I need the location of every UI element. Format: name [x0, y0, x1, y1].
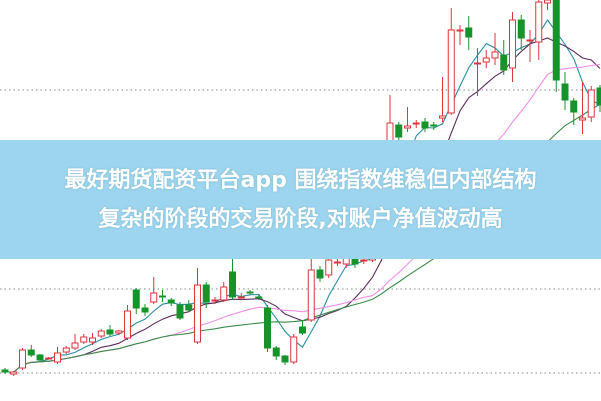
candle-down — [517, 19, 525, 39]
candle-up — [115, 330, 123, 334]
candle-down — [202, 284, 210, 303]
candle-up — [80, 336, 88, 343]
ma5-line — [5, 19, 601, 373]
candle-up — [439, 115, 446, 119]
candle-up — [220, 286, 228, 301]
candle-up — [404, 125, 411, 129]
candle-up — [89, 337, 96, 343]
candle-down — [299, 326, 306, 334]
candle-down — [27, 349, 35, 356]
candle-up — [579, 117, 586, 121]
candle-up — [447, 29, 455, 114]
candle-up — [124, 310, 131, 339]
candle-up — [491, 51, 499, 59]
candle-up — [474, 62, 481, 65]
candle-down — [264, 307, 271, 349]
candle-up — [194, 284, 201, 343]
banner-title-line-2: 复杂的阶段的交易阶段,对账户净值波动高 — [98, 206, 503, 232]
title-banner: 最好期货配资平台app 围绕指数维稳但内部结构 复杂的阶段的交易阶段,对账户净值… — [0, 140, 601, 259]
candle-down — [552, 0, 560, 81]
candle-down — [570, 100, 578, 113]
candle-down — [36, 354, 44, 361]
candle-down — [246, 291, 254, 294]
candle-down — [316, 269, 324, 279]
candle-down — [255, 296, 263, 299]
candle-down — [132, 289, 140, 309]
candle-up — [544, 0, 551, 4]
candle-up — [325, 259, 333, 276]
candle-down — [561, 83, 569, 101]
candle-down — [395, 124, 403, 138]
candle-down — [141, 307, 149, 313]
candle-down — [229, 271, 236, 298]
candle-up — [97, 330, 105, 337]
candle-up — [526, 39, 534, 42]
candle-up — [150, 292, 158, 303]
candle-up — [62, 347, 70, 353]
candle-up — [509, 19, 516, 69]
candle-up — [412, 122, 420, 125]
candle-down — [281, 355, 289, 363]
candle-up — [10, 371, 18, 375]
candle-down — [421, 121, 429, 129]
candle-up — [54, 352, 61, 363]
candle-up — [237, 296, 245, 299]
candle-up — [19, 349, 26, 369]
candle-up — [482, 57, 490, 63]
candle-up — [307, 269, 315, 321]
candle-up — [45, 357, 53, 360]
candle-down — [176, 304, 184, 319]
candle-down — [106, 329, 114, 335]
candle-down — [465, 27, 473, 38]
candle-up — [71, 342, 79, 349]
candle-down — [500, 54, 508, 71]
candle-down — [159, 295, 166, 298]
candle-down — [167, 299, 175, 304]
candle-down — [430, 124, 438, 127]
candle-up — [334, 261, 341, 264]
candle-down — [272, 347, 280, 357]
candle-up — [360, 259, 368, 262]
candle-up — [535, 1, 543, 43]
candle-down — [185, 304, 193, 311]
banner-title-line-1: 最好期货配资平台app 围绕指数维稳但内部结构 — [64, 167, 537, 193]
candle-up — [456, 29, 464, 32]
candle-down — [1, 369, 9, 373]
candle-up — [290, 336, 298, 363]
candle-up — [211, 299, 219, 302]
candle-down — [596, 87, 601, 106]
candle-up — [587, 89, 595, 118]
